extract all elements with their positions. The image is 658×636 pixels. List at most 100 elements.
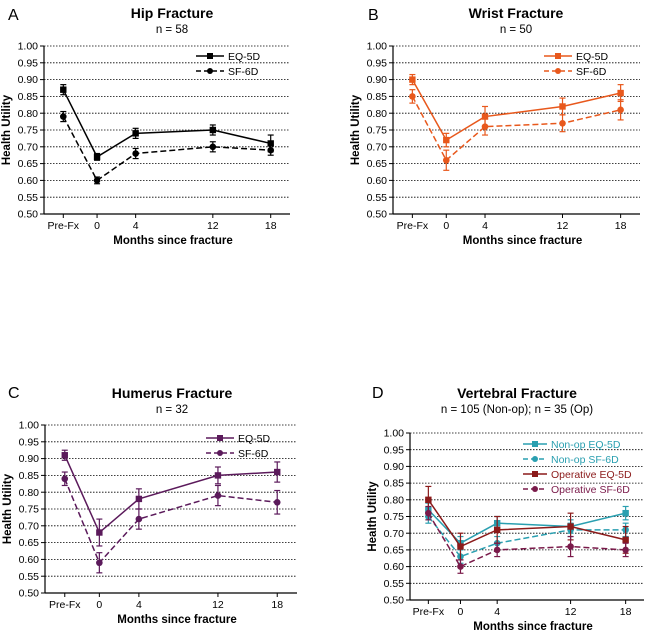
y-axis-label: Health Utility <box>2 473 14 544</box>
legend-marker <box>555 68 561 74</box>
y-tick-label: 1.00 <box>19 420 40 432</box>
panel-letter: B <box>368 7 379 24</box>
series-line <box>64 454 278 534</box>
chart-subtitle: n = 105 (Non-op); n = 35 (Op) <box>441 404 593 416</box>
series-line <box>411 96 621 162</box>
data-point <box>135 515 143 523</box>
data-point <box>425 496 432 503</box>
chart-subtitle: n = 50 <box>500 24 532 36</box>
data-point <box>274 468 281 476</box>
y-tick-label: 0.65 <box>384 545 405 557</box>
data-point <box>61 475 69 483</box>
legend: Non-op EQ-5D Non-op SF-6D Operative EQ-5D O… <box>523 439 632 496</box>
legend-marker <box>207 53 213 59</box>
y-tick-label: 0.55 <box>384 578 405 590</box>
y-tick-label: 0.70 <box>18 141 39 153</box>
data-point <box>267 140 274 147</box>
data-point <box>481 113 489 120</box>
x-tick-label: 4 <box>136 599 142 611</box>
y-tick-label: 0.50 <box>19 588 40 600</box>
data-point <box>135 495 143 503</box>
panel-letter: D <box>372 385 384 402</box>
legend-label: Non-op EQ-5D <box>551 439 621 451</box>
data-point <box>96 559 103 567</box>
series-eq-5d <box>409 73 624 148</box>
y-axis-label: Health Utility <box>367 481 379 552</box>
data-point <box>622 509 629 517</box>
x-tick-label: 4 <box>133 220 139 232</box>
data-point <box>567 523 574 530</box>
x-tick-label: 18 <box>271 599 283 611</box>
data-point <box>209 126 217 134</box>
legend-label: Operative EQ-5D <box>551 469 632 481</box>
y-tick-label: 0.70 <box>384 528 405 540</box>
legend-label: Operative SF-6D <box>551 484 630 496</box>
y-tick-label: 0.75 <box>384 511 405 523</box>
data-point <box>214 472 222 479</box>
data-point <box>409 76 416 83</box>
x-tick-label: 18 <box>620 606 632 618</box>
data-point <box>622 546 629 554</box>
data-point <box>622 536 629 544</box>
legend-marker <box>532 471 538 477</box>
data-point <box>132 130 139 137</box>
data-point <box>425 509 432 517</box>
data-point <box>457 563 464 570</box>
y-tick-label: 1.00 <box>367 41 388 53</box>
chart-panel-a: A Hip Fracture n = 58 0.50 0.55 0.60 0.65 0.70 0… <box>1 5 290 247</box>
y-tick-label: 0.90 <box>18 74 39 86</box>
x-tick-label: 12 <box>557 220 569 232</box>
data-point <box>443 136 450 144</box>
y-tick-label: 0.65 <box>18 158 39 170</box>
series-sf-6d <box>59 110 275 185</box>
x-tick-label: 18 <box>615 220 627 232</box>
y-axis-label: Health Utility <box>350 94 362 165</box>
legend: EQ-5D SF-6D <box>544 51 609 78</box>
legend-marker <box>217 450 223 456</box>
y-tick-label: 0.85 <box>18 91 39 103</box>
legend-label: SF-6D <box>228 66 259 78</box>
y-tick-label: 1.00 <box>18 41 39 53</box>
x-axis-label: Months since fracture <box>117 614 237 626</box>
series-eq-5d <box>60 84 274 161</box>
x-tick-label: 0 <box>443 220 449 232</box>
x-tick-label: 0 <box>458 606 464 618</box>
y-tick-label: 0.75 <box>367 125 388 137</box>
series-sf-6d <box>409 89 624 171</box>
legend-marker <box>555 53 561 59</box>
series-operative-sf-6d <box>425 505 629 574</box>
x-tick-label: Pre-Fx <box>413 606 445 618</box>
data-point <box>559 119 566 127</box>
data-point <box>442 156 450 164</box>
legend: EQ-5D SF-6D <box>206 433 271 460</box>
y-tick-label: 0.80 <box>367 108 388 120</box>
y-tick-label: 0.65 <box>367 158 388 170</box>
series-eq-5d <box>61 449 281 547</box>
x-tick-label: 4 <box>494 606 500 618</box>
series-line <box>411 79 621 142</box>
data-point <box>457 543 464 550</box>
y-tick-label: 0.50 <box>367 209 388 221</box>
chart-title: Vertebral Fracture <box>457 385 577 401</box>
x-tick-label: Pre-Fx <box>397 220 429 232</box>
x-tick-label: 12 <box>565 606 577 618</box>
legend-marker <box>532 486 538 492</box>
legend-marker <box>217 435 223 441</box>
data-point <box>209 143 217 151</box>
legend-label: EQ-5D <box>238 433 271 445</box>
y-axis-label: Health Utility <box>1 94 13 165</box>
y-tick-label: 0.85 <box>367 91 388 103</box>
series-non-op-sf-6d <box>425 509 629 564</box>
series-line <box>64 478 278 565</box>
data-point <box>559 103 566 110</box>
y-tick-label: 0.95 <box>384 444 405 456</box>
x-tick-label: 12 <box>207 220 219 232</box>
series-non-op-eq-5d <box>425 502 629 551</box>
chart-subtitle: n = 58 <box>156 24 188 36</box>
y-tick-label: 0.75 <box>19 504 40 516</box>
y-tick-label: 0.50 <box>18 209 39 221</box>
legend-label: SF-6D <box>238 448 269 460</box>
legend-label: SF-6D <box>576 66 607 78</box>
x-tick-label: Pre-Fx <box>49 599 81 611</box>
y-tick-label: 0.80 <box>18 108 39 120</box>
